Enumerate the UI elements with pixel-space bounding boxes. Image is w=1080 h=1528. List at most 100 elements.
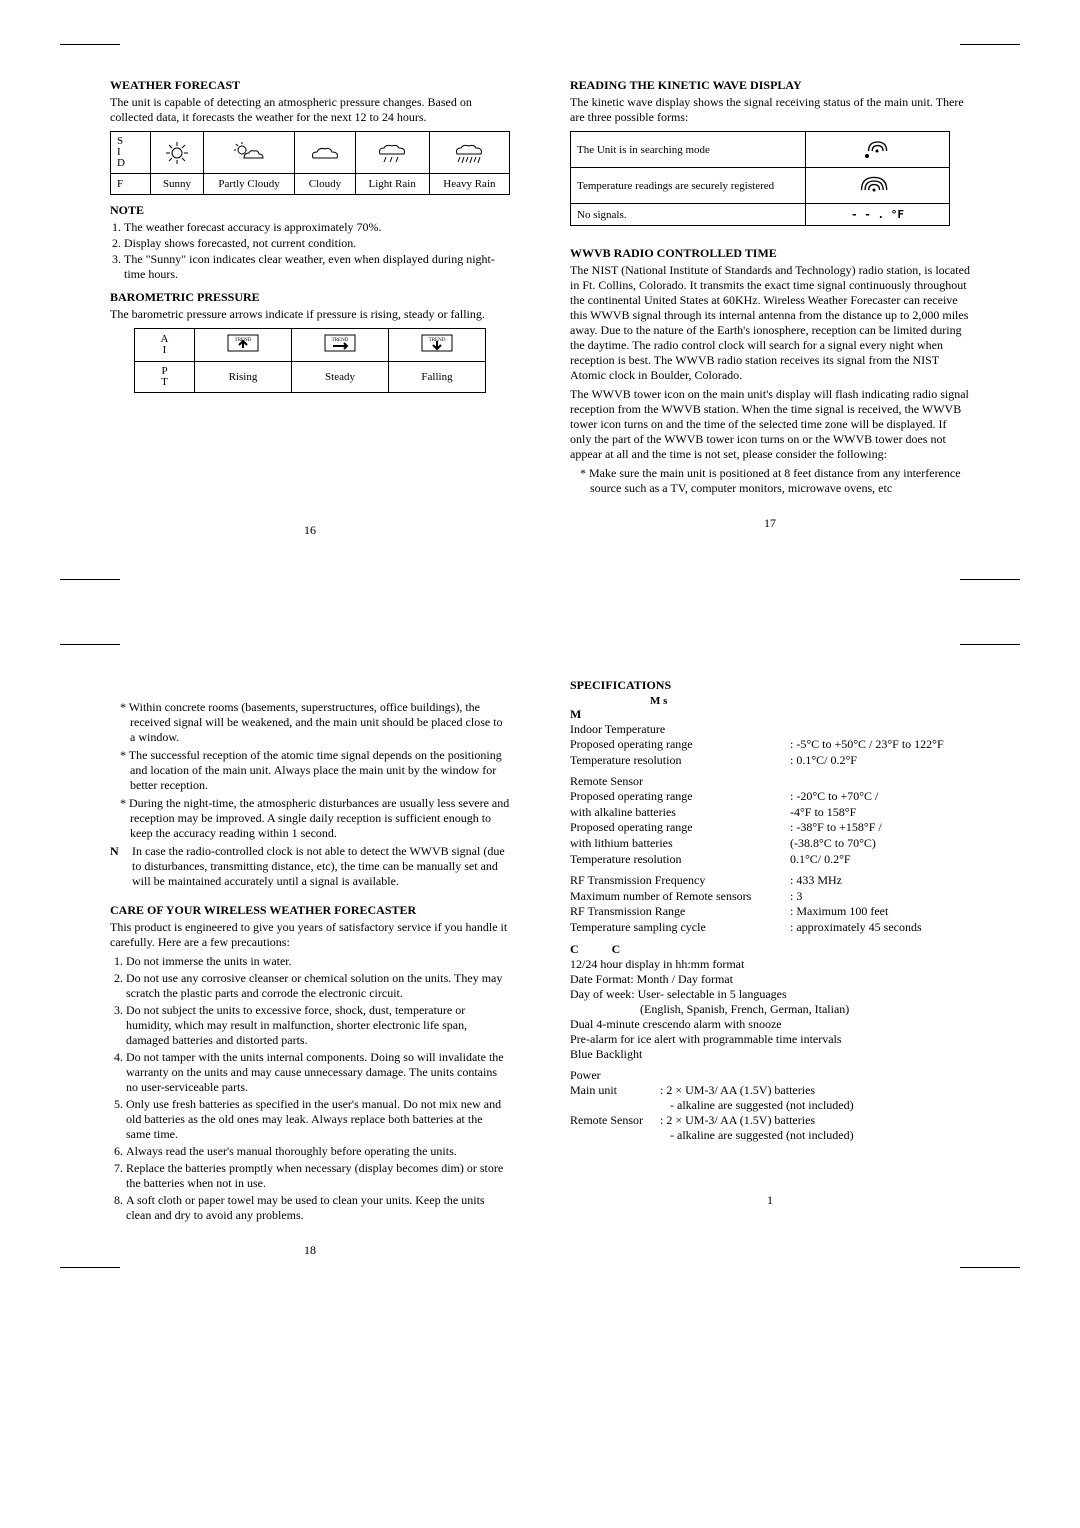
page-16: WEATHER FORECAST The unit is capable of …	[90, 60, 530, 580]
sampling-label: Temperature sampling cycle	[570, 920, 790, 936]
page-17: READING THE KINETIC WAVE DISPLAY The kin…	[550, 60, 990, 580]
rres-val: 0.1°C/ 0.2°F	[790, 852, 970, 868]
care-6: Always read the user's manual thoroughly…	[126, 1144, 510, 1159]
note-list: The weather forecast accuracy is approxi…	[124, 220, 510, 282]
baro-table: AI TREND TREND TREND PT Rising Steady Fa…	[134, 328, 486, 393]
remote-range-label: Proposed operating range	[570, 789, 790, 805]
indoor-temp-label: Indoor Temperature	[570, 722, 970, 737]
clock4: Dual 4-minute crescendo alarm with snooz…	[570, 1017, 970, 1032]
care-5: Only use fresh batteries as specified in…	[126, 1097, 510, 1142]
note-heading: NOTE	[110, 203, 510, 218]
clock3b: (English, Spanish, French, German, Itali…	[640, 1002, 970, 1017]
li-range-val: : -38°F to +158°F /	[790, 820, 970, 836]
rs-val2: - alkaline are suggested (not included)	[670, 1128, 970, 1143]
weather-forecast-heading: WEATHER FORECAST	[110, 78, 510, 93]
clock5: Pre-alarm for ice alert with programmabl…	[570, 1032, 970, 1047]
rres-label: Temperature resolution	[570, 852, 790, 868]
page-num-18: 18	[110, 1243, 510, 1258]
spec-C: C C	[570, 942, 970, 957]
rs-val: : 2 × UM-3/ AA (1.5V) batteries	[660, 1113, 815, 1128]
icon-steady: TREND	[292, 329, 389, 362]
page-18: * Within concrete rooms (basements, supe…	[90, 660, 530, 1268]
wwvb-p2: The WWVB tower icon on the main unit's d…	[570, 387, 970, 462]
kinetic-table: The Unit is in searching mode Temperatur…	[570, 131, 950, 226]
weather-forecast-body: The unit is capable of detecting an atmo…	[110, 95, 510, 125]
main-unit-label: Main unit	[570, 1083, 660, 1098]
spec-M: M	[570, 707, 970, 722]
spread-top: WEATHER FORECAST The unit is capable of …	[0, 0, 1080, 600]
kinetic-row1: The Unit is in searching mode	[571, 132, 806, 168]
alk-label: with alkaline batteries	[570, 805, 790, 821]
care-2: Do not use any corrosive cleanser or che…	[126, 971, 510, 1001]
li-range-label: Proposed operating range	[570, 820, 790, 836]
forecast-row2-label: F	[111, 174, 151, 195]
baro-body: The barometric pressure arrows indicate …	[110, 307, 510, 322]
forecast-cell-1: Partly Cloudy	[203, 174, 294, 195]
icon-falling: TREND	[389, 329, 486, 362]
note-1: The weather forecast accuracy is approxi…	[124, 220, 510, 235]
baro-cell-1: Steady	[292, 362, 389, 393]
clock1: 12/24 hour display in hh:mm format	[570, 957, 970, 972]
icon-sunny	[151, 132, 204, 174]
wwvb-p1: The NIST (National Institute of Standard…	[570, 263, 970, 383]
max-sensors-label: Maximum number of Remote sensors	[570, 889, 790, 905]
remote-label: Remote Sensor	[570, 774, 970, 789]
forecast-row1-label: SID	[111, 132, 151, 174]
page-num-17: 17	[570, 516, 970, 531]
wwvb-heading: WWVB RADIO CONTROLLED TIME	[570, 246, 970, 261]
svg-text:TREND: TREND	[332, 338, 349, 343]
forecast-cell-2: Cloudy	[295, 174, 355, 195]
spec-heading: SPECIFICATIONS	[570, 678, 970, 693]
icon-cloudy	[295, 132, 355, 174]
kinetic-no-signal: - - . °F	[805, 204, 949, 226]
remote-range-val: : -20°C to +70°C /	[790, 789, 970, 805]
alk-val: -4°F to 158°F	[790, 805, 970, 821]
rf-freq-val: : 433 MHz	[790, 873, 970, 889]
baro-heading: BAROMETRIC PRESSURE	[110, 290, 510, 305]
care-intro: This product is engineered to give you y…	[110, 920, 510, 950]
care-3: Do not subject the units to excessive fo…	[126, 1003, 510, 1048]
wwvb-bullet: * Make sure the main unit is positioned …	[580, 466, 970, 496]
kinetic-row3: No signals.	[571, 204, 806, 226]
forecast-cell-0: Sunny	[151, 174, 204, 195]
rf-range-label: RF Transmission Range	[570, 904, 790, 920]
main-unit-val2: - alkaline are suggested (not included)	[670, 1098, 970, 1113]
main-unit-val: : 2 × UM-3/ AA (1.5V) batteries	[660, 1083, 815, 1098]
baro-cell-0: Rising	[195, 362, 292, 393]
baro-cell-2: Falling	[389, 362, 486, 393]
page-num-16: 16	[110, 523, 510, 538]
icon-heavy-rain	[429, 132, 509, 174]
care-7: Replace the batteries promptly when nece…	[126, 1161, 510, 1191]
care-8: A soft cloth or paper towel may be used …	[126, 1193, 510, 1223]
spec-sub: M s	[650, 695, 970, 707]
baro-row2-label: PT	[135, 362, 195, 393]
max-sensors-val: : 3	[790, 889, 970, 905]
care-heading: CARE OF YOUR WIRELESS WEATHER FORECASTER	[110, 903, 510, 918]
indoor-range-label: Proposed operating range	[570, 737, 790, 753]
baro-row1-label: AI	[135, 329, 195, 362]
forecast-cell-3: Light Rain	[355, 174, 429, 195]
li-label: with lithium batteries	[570, 836, 790, 852]
icon-partly-cloudy	[203, 132, 294, 174]
sampling-val: : approximately 45 seconds	[790, 920, 970, 936]
kinetic-heading: READING THE KINETIC WAVE DISPLAY	[570, 78, 970, 93]
p18-b2: * The successful reception of the atomic…	[120, 748, 510, 793]
kinetic-row2: Temperature readings are securely regist…	[571, 168, 806, 204]
spread-bottom: * Within concrete rooms (basements, supe…	[0, 600, 1080, 1288]
kinetic-icon-searching	[805, 132, 949, 168]
p18-note-text: In case the radio-controlled clock is no…	[132, 844, 510, 889]
kinetic-body: The kinetic wave display shows the signa…	[570, 95, 970, 125]
kinetic-icon-registered	[805, 168, 949, 204]
clock3: Day of week: User- selectable in 5 langu…	[570, 987, 970, 1002]
icon-light-rain	[355, 132, 429, 174]
clock2: Date Format: Month / Day format	[570, 972, 970, 987]
li-val: (-38.8°C to 70°C)	[790, 836, 970, 852]
forecast-cell-4: Heavy Rain	[429, 174, 509, 195]
power-label: Power	[570, 1068, 970, 1083]
note-2: Display shows forecasted, not current co…	[124, 236, 510, 251]
care-4: Do not tamper with the units internal co…	[126, 1050, 510, 1095]
p18-b3: * During the night-time, the atmospheric…	[120, 796, 510, 841]
rs-label: Remote Sensor	[570, 1113, 660, 1128]
icon-rising: TREND	[195, 329, 292, 362]
indoor-range-val: : -5°C to +50°C / 23°F to 122°F	[790, 737, 970, 753]
